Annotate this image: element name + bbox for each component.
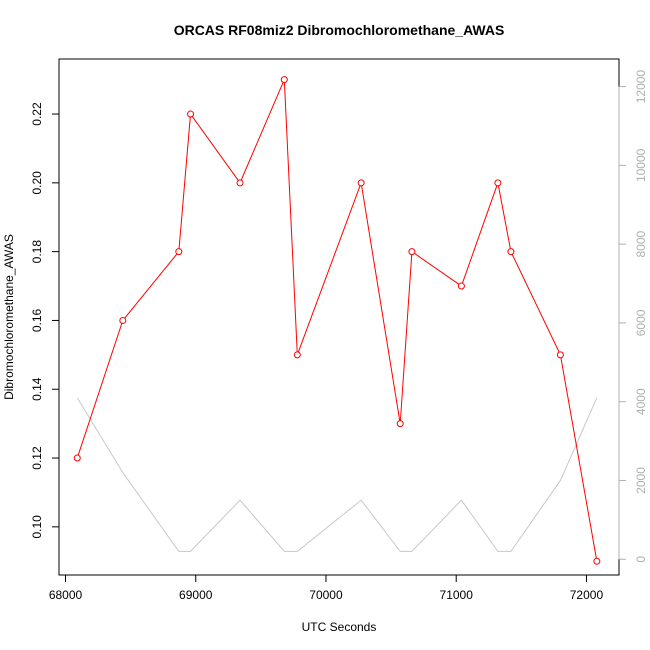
y2-tick-label: 0 [634, 556, 648, 563]
data-point [293, 351, 301, 359]
series-line-secondary [76, 397, 598, 552]
y-tick-label: 0.16 [30, 308, 44, 332]
y-tick-label: 0.22 [30, 102, 44, 126]
y2-tick-label: 4000 [634, 388, 648, 415]
x-tick-label: 68000 [49, 588, 83, 602]
data-point [457, 282, 465, 290]
y-axis-label: Dibromochloromethane_AWAS [2, 234, 16, 400]
y2-tick-label: 12000 [634, 70, 648, 104]
plot-frame [58, 58, 620, 576]
secondary-y-axis: 0 2000 4000 6000 8000 10000 12000 [618, 70, 648, 563]
data-point [236, 179, 244, 187]
data-point [408, 248, 416, 256]
y2-tick-label: 6000 [634, 309, 648, 336]
data-point [357, 179, 365, 187]
data-point [494, 179, 502, 187]
y-axis: 0.10 0.12 0.14 0.16 0.18 0.20 0.22 [30, 102, 60, 539]
y-tick-label: 0.18 [30, 240, 44, 264]
series-line-primary [76, 79, 598, 562]
data-point [175, 248, 183, 256]
chart-title: ORCAS RF08miz2 Dibromochloromethane_AWAS [174, 22, 505, 38]
y2-tick-label: 8000 [634, 230, 648, 257]
x-tick-label: 71000 [440, 588, 474, 602]
data-point [593, 557, 601, 565]
y-tick-label: 0.14 [30, 377, 44, 401]
data-point [396, 420, 404, 428]
data-point [119, 316, 127, 324]
x-tick-label: 72000 [570, 588, 604, 602]
y2-tick-label: 10000 [634, 148, 648, 182]
x-tick-label: 70000 [309, 588, 343, 602]
data-point [507, 248, 515, 256]
data-point [556, 351, 564, 359]
series-layer [73, 76, 601, 565]
data-point [280, 76, 288, 84]
x-axis-label: UTC Seconds [302, 620, 377, 634]
data-point [187, 110, 195, 118]
y-tick-label: 0.12 [30, 446, 44, 470]
y2-tick-label: 2000 [634, 467, 648, 494]
y-tick-label: 0.10 [30, 515, 44, 539]
x-axis: 68000 69000 70000 71000 72000 [49, 574, 604, 602]
y-tick-label: 0.20 [30, 171, 44, 195]
x-tick-label: 69000 [179, 588, 213, 602]
data-point [73, 454, 81, 462]
